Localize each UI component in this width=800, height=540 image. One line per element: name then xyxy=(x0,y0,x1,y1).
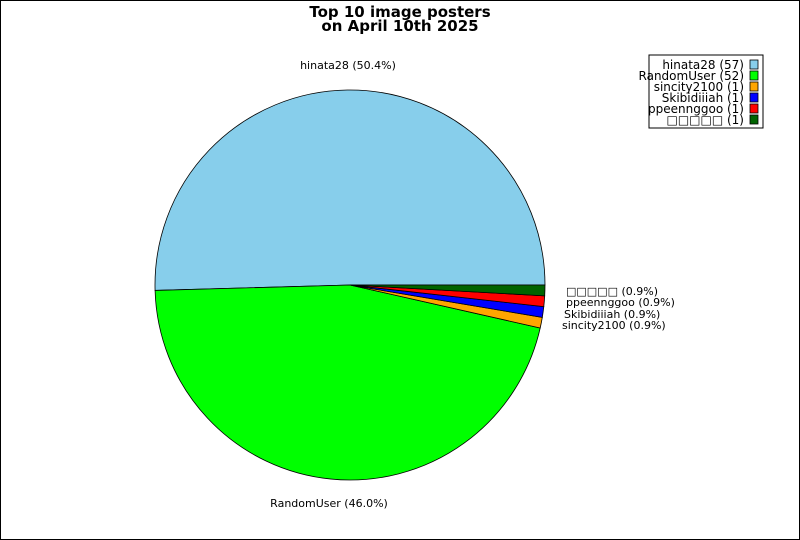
chart-title: Top 10 image posters xyxy=(309,3,490,21)
slice-label: RandomUser (46.0%) xyxy=(270,497,388,510)
pie-slice-hinata28 xyxy=(154,89,546,291)
legend-item-label: ppeennggoo (1) xyxy=(648,102,744,116)
chart-subtitle: on April 10th 2025 xyxy=(321,17,478,35)
slice-label: hinata28 (50.4%) xyxy=(300,59,396,72)
legend-item-label: □□□□□ (1) xyxy=(666,113,744,127)
pie-percent-labels: hinata28 (50.4%) RandomUser (46.0%) sincit… xyxy=(270,59,675,510)
slice-label: Skibidiiiah (0.9%) xyxy=(564,308,660,321)
legend-item-label: hinata28 (57) xyxy=(662,58,744,72)
legend-swatch xyxy=(749,114,759,125)
legend-box xyxy=(648,54,764,129)
legend-swatch xyxy=(749,103,759,114)
legend-item-label: sincity2100 (1) xyxy=(654,80,744,94)
legend-item-label: RandomUser (52) xyxy=(639,69,744,83)
legend: hinata28 (57)RandomUser (52)sincity2100 … xyxy=(639,54,764,129)
legend-swatch xyxy=(749,92,759,103)
pie-slice-randomuser xyxy=(154,284,541,481)
legend-swatch xyxy=(749,81,759,92)
slice-label: sincity2100 (0.9%) xyxy=(562,319,666,332)
slice-label: ppeennggoo (0.9%) xyxy=(566,296,675,309)
pie-slices xyxy=(154,89,546,481)
legend-swatch xyxy=(749,70,759,81)
pie-slice-- xyxy=(349,284,546,297)
slice-label: □□□□□ (0.9%) xyxy=(566,285,658,298)
legend-swatch xyxy=(749,59,759,70)
legend-item-label: Skibidiiiah (1) xyxy=(662,91,744,105)
